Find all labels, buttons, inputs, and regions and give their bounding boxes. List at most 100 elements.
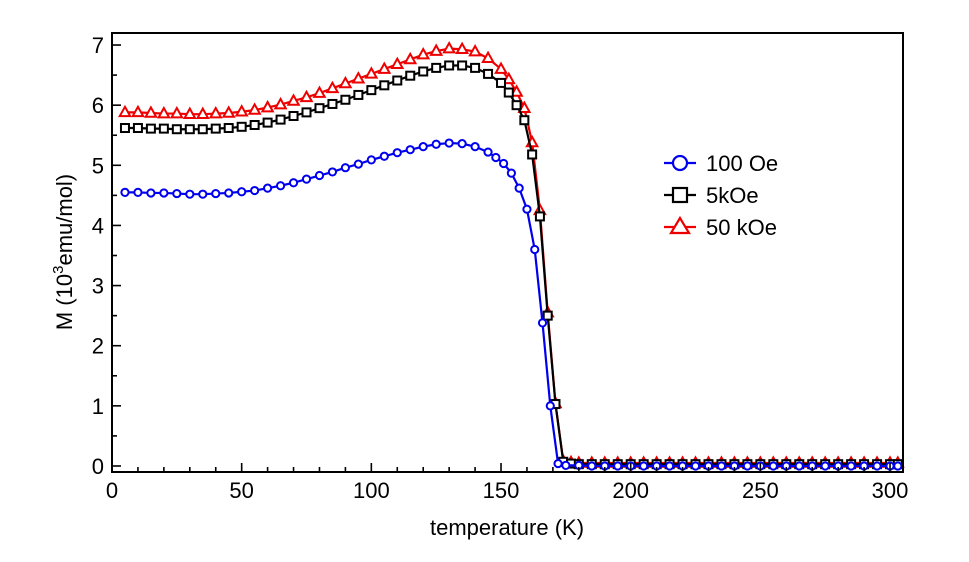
series-0-point-21 (392, 148, 402, 158)
series-2-point-0 (118, 104, 132, 118)
legend-label-0: 100 Oe (706, 151, 778, 176)
y-tick-label-4: 4 (92, 213, 104, 238)
series-1-point-11 (262, 117, 273, 128)
y-tick-label-1: 1 (92, 394, 104, 419)
series-0 (120, 138, 903, 471)
series-2-point-22 (403, 51, 418, 65)
series-0-point-31 (506, 168, 516, 178)
series-2-point-12 (273, 96, 288, 110)
series-0-point-11 (263, 183, 273, 193)
series-1-point-22 (405, 70, 416, 81)
series-0-point-16 (327, 167, 338, 177)
series-0-point-1 (133, 187, 143, 197)
series-2-point-24 (429, 43, 444, 56)
y-tick-label-5: 5 (92, 153, 104, 178)
series-0-point-4 (172, 188, 182, 199)
series-2-point-11 (260, 99, 275, 113)
series-0-point-29 (491, 152, 501, 163)
series-0-point-52 (742, 461, 752, 471)
series-1-point-12 (275, 114, 286, 125)
x-tick-label-250: 250 (742, 478, 779, 503)
series-2-point-29 (494, 61, 508, 74)
series-1-point-23 (418, 66, 429, 77)
series-0-point-26 (457, 139, 467, 149)
series-0-point-25 (444, 138, 454, 148)
series-0-point-28 (483, 147, 493, 157)
legend-marker-0 (671, 154, 689, 172)
series-2-point-27 (468, 44, 483, 57)
series-2-point-14 (299, 89, 314, 103)
series-1-point-8 (223, 123, 234, 134)
y-tick-label-2: 2 (92, 334, 104, 359)
series-1-point-20 (379, 80, 390, 91)
series-1-point-19 (366, 85, 377, 96)
series-0-point-64 (893, 461, 903, 471)
series-2-point-15 (312, 85, 327, 98)
legend-label-1: 5kOe (706, 183, 759, 208)
series-0-point-12 (275, 181, 286, 191)
series-0-point-23 (418, 142, 428, 152)
legend-entry-2: 50 kOe (664, 215, 777, 240)
legend-marker-1 (671, 186, 689, 204)
series-1-point-5 (184, 124, 195, 135)
series-1-point-29 (496, 77, 507, 88)
series-0-point-6 (198, 189, 208, 199)
series-1-point-10 (249, 120, 260, 131)
series-0-point-19 (366, 155, 376, 165)
series-0-point-20 (379, 151, 389, 161)
series-1-point-28 (483, 68, 494, 79)
series-1-point-14 (301, 107, 312, 118)
series-2-point-21 (390, 56, 405, 70)
x-tick-label-150: 150 (483, 478, 520, 503)
y-tick-label-3: 3 (92, 274, 104, 299)
series-0-point-56 (794, 461, 804, 471)
y-axis-title: M (103emu/mol) (50, 174, 77, 330)
series-0-point-54 (768, 461, 778, 471)
series-0-point-40 (587, 461, 597, 471)
series-1-point-30 (503, 87, 514, 98)
series-2-point-32 (517, 100, 532, 113)
series-0-point-35 (537, 318, 548, 328)
series-0-point-44 (639, 461, 649, 471)
series-2-point-9 (234, 104, 249, 117)
series-2-point-19 (364, 66, 379, 79)
series-0-point-42 (613, 461, 623, 471)
series-0-point-18 (353, 159, 363, 169)
series-0-point-15 (314, 170, 325, 181)
series-2-point-13 (286, 93, 301, 106)
series-0-point-7 (211, 188, 221, 199)
series-1-point-26 (457, 60, 468, 71)
series-1-point-15 (314, 103, 325, 114)
series-2-point-5 (182, 106, 197, 119)
x-tick-label-300: 300 (872, 478, 909, 503)
series-2-point-17 (338, 75, 353, 89)
series-1-point-21 (392, 75, 403, 86)
legend-label-2: 50 kOe (706, 215, 777, 240)
x-tick-label-200: 200 (612, 478, 649, 503)
series-0-point-46 (664, 461, 675, 471)
series-1-point-13 (288, 110, 299, 121)
series-2-point-28 (481, 50, 495, 64)
series-0-point-10 (250, 185, 260, 196)
x-tick-label-100: 100 (353, 478, 390, 503)
series-1-point-3 (158, 123, 169, 134)
series-0-point-48 (690, 461, 701, 471)
series-2-point-8 (221, 105, 236, 118)
series-1-point-6 (197, 124, 208, 135)
series-1-point-0 (119, 123, 130, 134)
series-0-point-5 (185, 189, 195, 199)
series-2-point-10 (247, 102, 262, 115)
series-0-point-30 (499, 158, 509, 169)
series-1-point-31 (511, 100, 522, 111)
series-2-point-2 (143, 105, 158, 118)
series-0-point-50 (716, 461, 727, 471)
series-2-point-4 (169, 105, 184, 119)
series-2-point-3 (156, 105, 171, 119)
series-2-point-18 (351, 71, 366, 84)
series-1-point-24 (431, 62, 442, 73)
series-2-point-20 (377, 61, 392, 74)
legend-marker-2 (669, 215, 691, 235)
series-0-point-38 (561, 460, 571, 470)
series-1-point-33 (527, 149, 538, 160)
y-tick-label-7: 7 (92, 33, 104, 58)
